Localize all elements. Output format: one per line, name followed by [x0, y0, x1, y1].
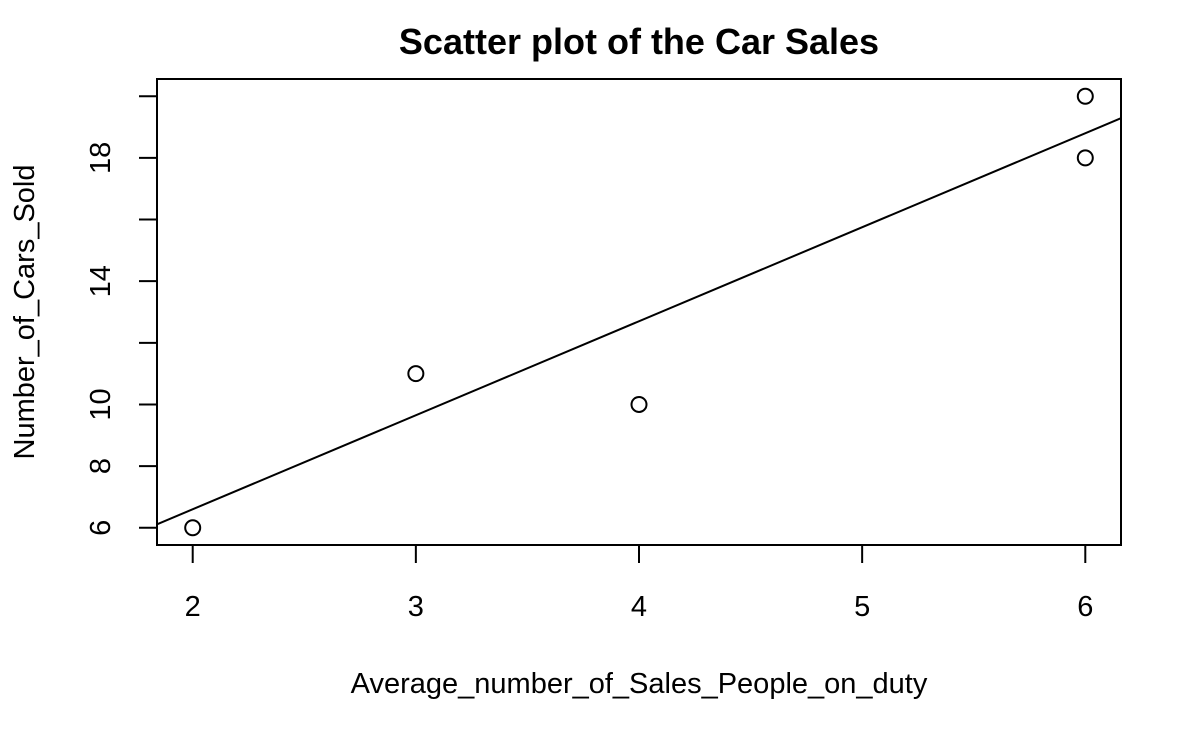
data-point	[630, 395, 648, 413]
data-point	[184, 519, 202, 537]
x-tick-label: 5	[854, 591, 870, 623]
y-tick-label: 18	[85, 142, 117, 174]
y-axis-label: Number_of_Cars_Sold	[9, 165, 41, 460]
chart-title: Scatter plot of the Car Sales	[399, 21, 879, 62]
x-tick-label: 6	[1077, 591, 1093, 623]
plot-area	[157, 87, 1121, 537]
x-tick-label: 3	[408, 591, 424, 623]
x-axis-label: Average_number_of_Sales_People_on_duty	[351, 668, 928, 700]
regression-line	[157, 117, 1121, 526]
y-tick-label: 10	[85, 388, 117, 420]
y-tick-label: 6	[85, 520, 117, 536]
y-tick-label: 14	[85, 265, 117, 297]
data-point	[1076, 87, 1094, 105]
x-tick-label: 2	[185, 591, 201, 623]
plot-frame	[156, 78, 1122, 546]
data-point	[1076, 149, 1094, 167]
y-axis: 6 8 10 14 18	[85, 95, 158, 536]
data-point	[407, 365, 425, 383]
x-axis: 2 3 4 5 6	[185, 544, 1093, 623]
x-tick-label: 4	[631, 591, 647, 623]
y-tick-label: 8	[85, 458, 117, 474]
